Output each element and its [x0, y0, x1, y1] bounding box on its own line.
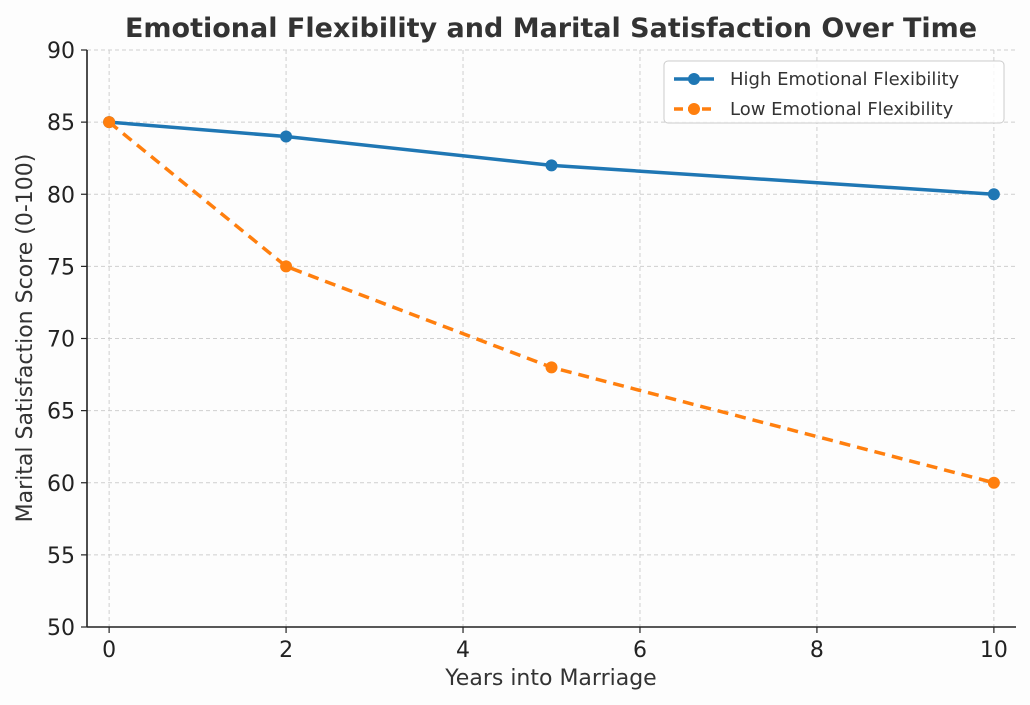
- y-tick-label: 75: [47, 255, 75, 280]
- legend-marker-1: [688, 103, 700, 115]
- legend: High Emotional Flexibility Low Emotional …: [663, 60, 1005, 124]
- y-tick-label: 90: [47, 39, 75, 64]
- series-point-1: [987, 476, 1000, 489]
- x-tick-label: 10: [980, 638, 1008, 663]
- series-line-0: [107, 120, 996, 196]
- legend-label-0: High Emotional Flexibility: [730, 69, 959, 90]
- legend-marker-0: [688, 73, 700, 85]
- y-tick-label: 65: [47, 400, 75, 425]
- series-point-0: [545, 159, 558, 172]
- legend-box: [663, 60, 1005, 124]
- x-tick-label: 8: [810, 638, 824, 663]
- x-tick-label: 2: [279, 638, 293, 663]
- x-tick-label: 0: [102, 638, 116, 663]
- series-line-1: [108, 120, 995, 485]
- series-point-1: [103, 116, 116, 129]
- legend-label-1: Low Emotional Flexibility: [730, 99, 954, 120]
- y-tick-label: 55: [47, 544, 75, 569]
- y-tick-label: 70: [47, 328, 75, 353]
- y-tick-label: 80: [47, 183, 75, 208]
- x-tick-label: 6: [633, 638, 647, 663]
- x-tick-label: 4: [456, 638, 470, 663]
- y-tick-label: 85: [47, 111, 75, 136]
- plot-area: [103, 116, 1000, 489]
- chart-title: Emotional Flexibility and Marital Satisf…: [125, 13, 977, 44]
- y-tick-label: 60: [47, 472, 75, 497]
- axes: 0 2 4 6 8 10 50 55 60 65 70 75 80 85 90: [47, 39, 1016, 663]
- series-point-0: [280, 130, 293, 143]
- y-tick-label: 50: [47, 616, 75, 641]
- series-point-1: [545, 361, 558, 374]
- series-point-1: [280, 260, 293, 273]
- series-point-0: [987, 188, 1000, 201]
- grid: [87, 49, 1016, 628]
- y-axis-label: Marital Satisfaction Score (0-100): [13, 154, 38, 523]
- x-axis-label: Years into Marriage: [444, 666, 656, 691]
